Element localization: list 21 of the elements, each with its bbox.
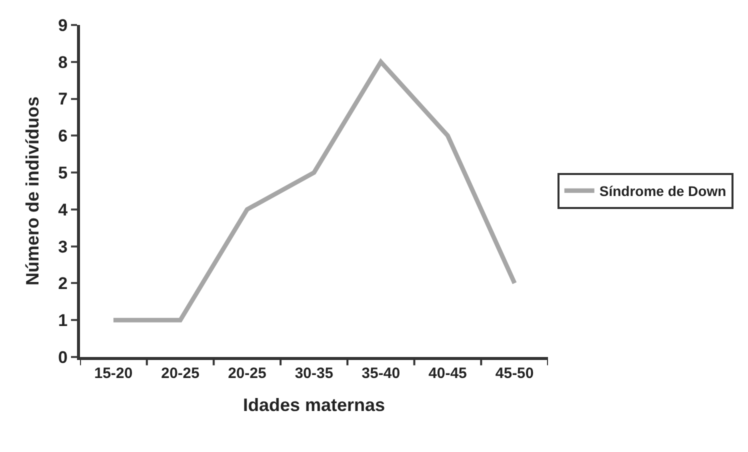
line-series xyxy=(111,60,517,322)
y-axis-title: Número de indivíduos xyxy=(22,96,42,286)
y-tick-label: 2 xyxy=(58,274,68,294)
y-tick-label: 4 xyxy=(58,200,68,220)
y-tick-label: 8 xyxy=(58,52,68,72)
y-tick-label: 5 xyxy=(58,164,68,183)
y-tick-label: 1 xyxy=(58,311,68,330)
y-tick-label: 0 xyxy=(58,348,68,367)
y-tick-label: 6 xyxy=(58,126,68,146)
x-tick-label: 15-20 xyxy=(94,365,133,382)
x-tick-label: 20-25 xyxy=(228,365,266,382)
y-tick-label: 3 xyxy=(58,237,68,256)
y-tick-label: 7 xyxy=(58,90,68,109)
x-tick-label: 35-40 xyxy=(362,365,400,382)
legend-label: Síndrome de Down xyxy=(599,183,726,200)
x-tick-label: 20-25 xyxy=(161,365,200,382)
x-tick-label: 30-35 xyxy=(294,365,334,382)
x-tick-label: 45-50 xyxy=(495,365,534,382)
x-axis-title: Idades maternas xyxy=(242,395,386,416)
y-tick-label: 9 xyxy=(58,16,68,35)
x-tick-label: 40-45 xyxy=(428,365,467,382)
